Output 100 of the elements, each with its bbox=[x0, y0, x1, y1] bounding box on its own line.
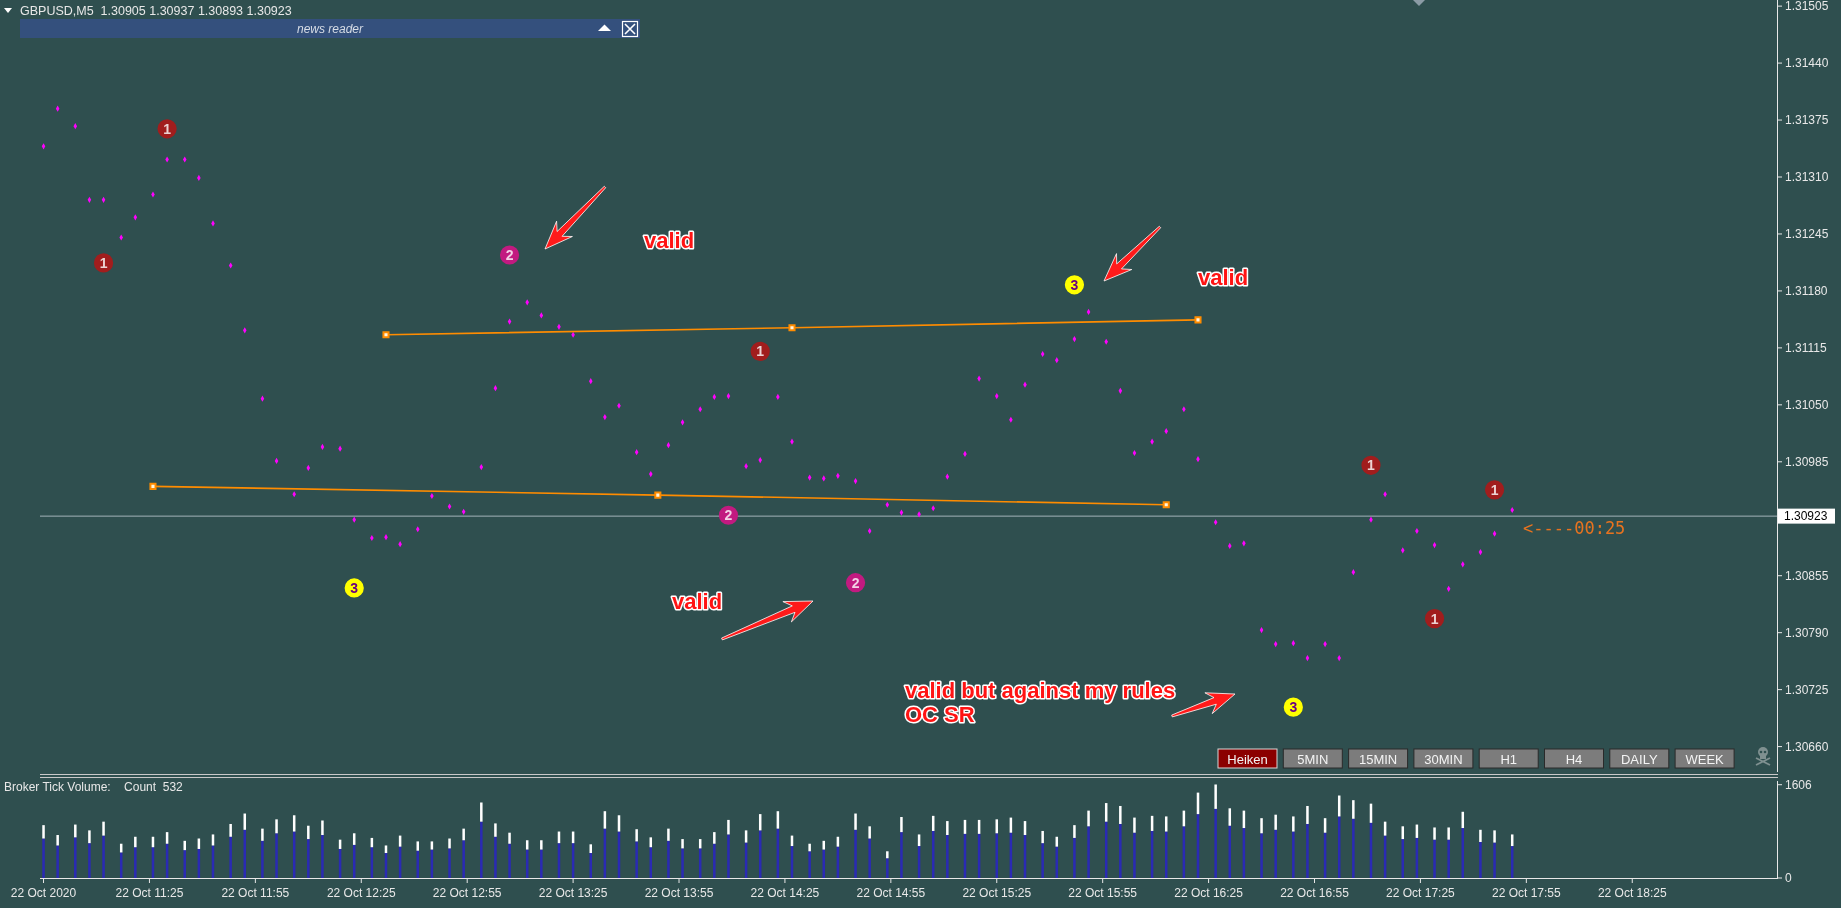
annotation: 1 bbox=[1490, 481, 1499, 498]
annotation: 1 bbox=[1367, 457, 1376, 474]
button: 15MIN bbox=[1348, 748, 1409, 769]
bar bbox=[540, 849, 543, 878]
bar bbox=[1493, 830, 1496, 843]
bar bbox=[681, 839, 684, 849]
bar bbox=[540, 840, 543, 850]
ref-line-label: 1.30923 bbox=[1784, 509, 1828, 524]
bar bbox=[88, 830, 91, 844]
y-tick-label: 1.31505 bbox=[1785, 0, 1829, 14]
bar bbox=[448, 848, 451, 878]
button: 30MIN bbox=[1413, 748, 1474, 769]
annotation: Heiken bbox=[1227, 751, 1268, 767]
bar bbox=[727, 834, 730, 878]
bar bbox=[1041, 843, 1044, 878]
bar bbox=[480, 821, 483, 878]
annotation: DAILY bbox=[1621, 751, 1658, 767]
y-tick-label: 1.31440 bbox=[1785, 56, 1829, 71]
y-tick-label: 1.30790 bbox=[1785, 625, 1829, 640]
x-tick-label: 22 Oct 17:25 bbox=[1386, 886, 1456, 900]
y-tick-label: 1.31245 bbox=[1785, 226, 1829, 241]
y-tick-label: 1.31050 bbox=[1785, 397, 1829, 412]
bar bbox=[808, 843, 811, 852]
bar bbox=[261, 840, 264, 878]
x-tick-label: 22 Oct 12:55 bbox=[432, 886, 502, 900]
annotation: 1 bbox=[163, 120, 172, 137]
bar bbox=[681, 848, 684, 878]
button: H1 bbox=[1478, 748, 1539, 769]
bar bbox=[1214, 784, 1217, 809]
annotation: 2 bbox=[851, 574, 860, 591]
bar bbox=[307, 839, 310, 878]
bar bbox=[480, 802, 483, 822]
button: WEEK bbox=[1674, 748, 1735, 769]
bar bbox=[1087, 826, 1090, 878]
bar bbox=[494, 836, 497, 878]
annotation: H4 bbox=[1565, 751, 1583, 767]
annotation: 1 bbox=[1430, 610, 1439, 627]
bar bbox=[1274, 814, 1277, 830]
bar bbox=[275, 819, 278, 834]
bar bbox=[854, 813, 857, 830]
annotation: 2 bbox=[724, 507, 733, 524]
bar bbox=[727, 819, 730, 835]
x-tick-label: 22 Oct 15:55 bbox=[1068, 886, 1138, 900]
button: 5MIN bbox=[1282, 748, 1343, 769]
bar bbox=[1493, 842, 1496, 878]
bar bbox=[868, 838, 871, 878]
bar bbox=[946, 835, 949, 878]
x-tick-label: 22 Oct 18:25 bbox=[1597, 886, 1667, 900]
chart-title: Broker Tick Volume: Count 532 bbox=[4, 780, 184, 794]
y-tick-label: 1.30660 bbox=[1785, 739, 1829, 754]
x-tick-label: 22 Oct 12:25 bbox=[326, 886, 396, 900]
button: DAILY bbox=[1609, 748, 1670, 769]
bar bbox=[1479, 829, 1482, 842]
annotation: H1 bbox=[1500, 751, 1518, 767]
bar bbox=[42, 838, 45, 878]
y-tick-label: 1606 bbox=[1785, 777, 1813, 792]
annotation: 30MIN bbox=[1424, 751, 1463, 767]
y-tick-label: 1.30985 bbox=[1785, 454, 1829, 469]
annotation: 2 bbox=[505, 247, 514, 263]
chart-title: GBPUSD,M5 1.30905 1.30937 1.30893 1.30923 bbox=[20, 4, 292, 18]
x-tick-label: 22 Oct 15:25 bbox=[962, 886, 1032, 900]
x-tick-label: 22 Oct 16:55 bbox=[1280, 886, 1350, 900]
y-tick-label: 1.30855 bbox=[1785, 568, 1829, 583]
bar bbox=[1447, 827, 1450, 840]
bar bbox=[1119, 805, 1122, 824]
bar bbox=[1073, 837, 1076, 878]
bar bbox=[1073, 825, 1076, 838]
annotation: 3 bbox=[1070, 276, 1079, 293]
annotation: 1 bbox=[99, 254, 108, 271]
bar bbox=[1352, 800, 1355, 819]
bar bbox=[307, 825, 310, 840]
bar bbox=[1087, 810, 1090, 827]
y-tick-label: 0 bbox=[1785, 871, 1792, 885]
bar bbox=[886, 858, 889, 878]
bar bbox=[1214, 808, 1217, 878]
bar bbox=[635, 829, 638, 842]
annotation: <----00:25 bbox=[1523, 518, 1626, 538]
bar bbox=[494, 823, 497, 837]
bar bbox=[1433, 839, 1436, 878]
annotation: WEEK bbox=[1685, 751, 1725, 767]
x-tick-label: 22 Oct 11:55 bbox=[221, 886, 290, 900]
x-tick-label: 22 Oct 17:55 bbox=[1491, 886, 1562, 900]
bar bbox=[1041, 830, 1044, 844]
point bbox=[1162, 501, 1170, 509]
bar bbox=[1447, 839, 1450, 878]
bar bbox=[102, 821, 105, 836]
bar bbox=[462, 828, 465, 841]
bar bbox=[321, 820, 324, 836]
bar bbox=[102, 835, 105, 878]
x-tick-label: 22 Oct 11:25 bbox=[115, 886, 184, 900]
x-tick-label: 22 Oct 14:25 bbox=[750, 886, 820, 900]
bar bbox=[713, 843, 716, 878]
bar bbox=[946, 821, 949, 836]
y-tick-label: 1.31310 bbox=[1785, 170, 1829, 185]
bar bbox=[1479, 841, 1482, 878]
bar bbox=[854, 829, 857, 878]
bar bbox=[275, 833, 278, 878]
bar bbox=[88, 843, 91, 878]
annotation: valid bbox=[644, 227, 695, 253]
bar bbox=[868, 826, 871, 839]
